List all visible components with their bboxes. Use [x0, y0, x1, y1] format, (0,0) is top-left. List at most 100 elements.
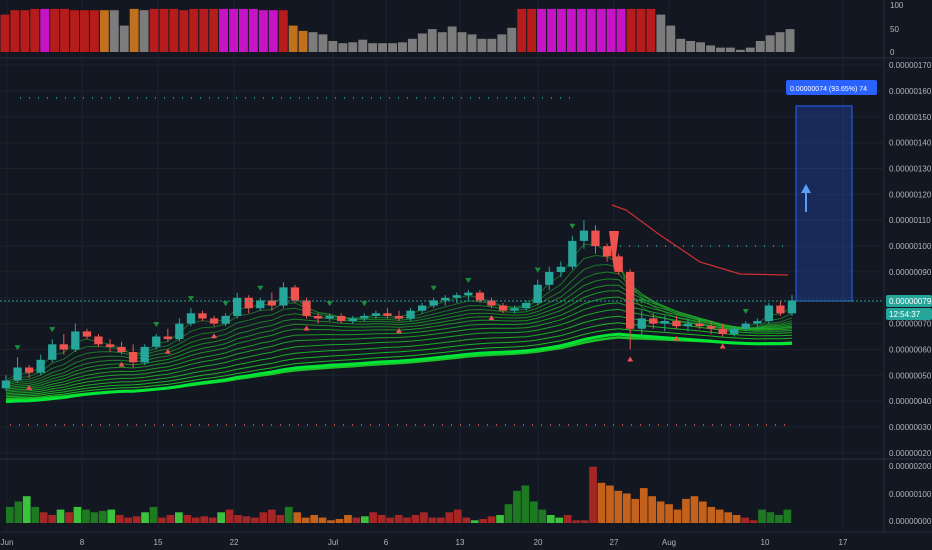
candle-body [441, 297, 450, 301]
volume-bar [251, 517, 259, 523]
top-histogram-bar [407, 38, 417, 52]
resistance-line [611, 204, 789, 276]
top-histogram-bar [566, 8, 576, 52]
volume-bar [538, 509, 547, 523]
current-price-label: 0.00000079 [886, 295, 932, 307]
top-histogram-bar [616, 8, 626, 52]
candle-body [683, 323, 693, 327]
sell-setup-marker [742, 309, 749, 315]
volume-bar [183, 515, 192, 523]
volume-bar [648, 496, 656, 523]
candlestick-series [1, 220, 797, 391]
candle-body [371, 313, 380, 316]
top-histogram-bar [537, 8, 546, 52]
candle-body [152, 336, 161, 347]
candle-body [313, 315, 323, 319]
time-tick-label: 6 [384, 538, 389, 547]
volume-bar [606, 485, 614, 523]
candle-body [429, 300, 438, 306]
price-tick-label: 0.00000110 [889, 216, 931, 225]
sell-setup-marker [14, 345, 21, 351]
time-tick-label: 15 [154, 538, 163, 547]
top-histogram-bar [89, 10, 99, 52]
top-histogram-bar [765, 35, 775, 52]
top-pane-tick-label: 0 [890, 48, 895, 57]
volume-bar [377, 515, 386, 523]
sell-setup-marker [569, 223, 576, 229]
candle-body [730, 328, 739, 334]
top-histogram-bar [288, 25, 298, 52]
buy-setup-marker [627, 356, 634, 362]
top-histogram-bar [179, 10, 189, 52]
candle-body [556, 266, 565, 272]
price-tick-label: 0.00000020 [889, 449, 932, 458]
volume-bar [623, 493, 631, 523]
volume-bar [234, 515, 242, 523]
top-histogram-bar [209, 8, 219, 52]
top-histogram-bar [248, 8, 258, 52]
top-histogram-bar [139, 10, 149, 52]
candle-body [718, 328, 727, 334]
top-histogram-bar [517, 8, 527, 52]
candle-body [209, 318, 219, 324]
volume-tick-label: 0.00000100 [889, 490, 932, 499]
price-tick-label: 0.00000060 [889, 345, 932, 354]
sell-setup-marker [361, 301, 368, 307]
candle-body [175, 323, 184, 340]
top-histogram-bar [229, 8, 238, 52]
volume-bar [470, 520, 479, 523]
candle-body [105, 344, 115, 347]
candle-body [71, 331, 80, 350]
sell-setup-marker [49, 327, 56, 333]
top-histogram-bar [596, 8, 606, 52]
top-histogram-bar [507, 27, 517, 52]
measure-box [795, 105, 853, 302]
top-histogram-bar [477, 38, 487, 52]
top-histogram-bar [646, 8, 656, 52]
volume-bar [504, 504, 513, 523]
top-histogram-bar [70, 10, 79, 52]
candle-body [25, 367, 34, 373]
volume-bar [344, 515, 352, 523]
top-histogram-bar [676, 38, 686, 52]
price-tick-label: 0.00000120 [889, 190, 932, 199]
measure-tooltip[interactable]: 0.00000074 (93.65%) 74 [786, 80, 877, 95]
top-histogram-bar [497, 34, 507, 52]
candle-body [545, 271, 554, 285]
candle-body [568, 240, 577, 267]
top-histogram-bar [706, 45, 715, 52]
volume-bar [386, 517, 394, 523]
top-histogram-bar [626, 8, 636, 52]
top-pane-tick-label: 100 [890, 1, 904, 10]
measure-arrow-head [801, 184, 811, 193]
sell-setup-marker [257, 285, 264, 291]
price-tick-label: 0.00000150 [889, 113, 932, 122]
top-histogram-bar [606, 8, 616, 52]
volume-bar [394, 515, 403, 523]
time-tick-label: 13 [456, 538, 465, 547]
volume-bar [166, 515, 175, 523]
price-tick-label: 0.00000170 [889, 61, 932, 70]
candle-body [614, 256, 623, 272]
current-price-bg [886, 295, 932, 307]
volume-bar [639, 488, 648, 523]
volume-bar [73, 506, 82, 523]
top-histogram-bar [149, 8, 159, 52]
candle-body [279, 287, 288, 306]
top-histogram-bar [725, 47, 735, 52]
measure-tooltip-bg [786, 80, 877, 95]
candle-body [186, 313, 196, 324]
candle-body [94, 336, 103, 345]
volume-bar [158, 517, 166, 523]
volume-bar [732, 515, 741, 523]
time-tick-label: 27 [610, 538, 619, 547]
top-histogram-bar [169, 8, 179, 52]
volume-bar [589, 466, 597, 523]
volume-bar [665, 504, 673, 523]
volume-bar [31, 506, 40, 523]
candle-body [221, 315, 230, 324]
top-histogram-bar [527, 8, 537, 52]
volume-bar [555, 517, 564, 523]
candle-body [522, 302, 531, 309]
